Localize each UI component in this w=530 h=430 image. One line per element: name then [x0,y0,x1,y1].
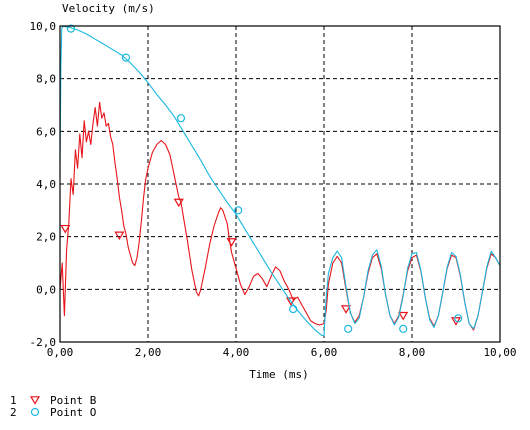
y-tick-label: 2,0 [36,231,56,244]
legend-marker [30,407,40,417]
x-tick-label: 8,00 [399,346,426,359]
legend-index: 2 [10,406,17,419]
series-marker [398,311,409,321]
series-marker [454,314,463,323]
y-axis-label: Velocity (m/s) [62,2,155,15]
series-marker [234,206,243,215]
series-marker [226,238,237,247]
series-2 [59,24,501,336]
x-tick-label: 10,00 [483,346,516,359]
y-tick-label: 10,0 [30,20,57,33]
legend-index: 1 [10,394,17,407]
x-tick-label: 2,00 [135,346,162,359]
plot-series [59,24,501,336]
y-tick-label: 0,0 [36,283,56,296]
series-line [59,25,501,336]
series-marker [340,305,352,314]
y-tick-label: 6,0 [36,125,56,138]
series-marker [60,224,71,234]
series-line [59,101,501,331]
series-marker [121,53,131,62]
series-1 [59,101,501,331]
legend-label: Point B [50,394,97,407]
series-marker [114,231,125,241]
plot-frame [59,25,501,343]
axis-ticks: 0,00 2,00 4,00 6,00 8,00 10,00 -2,0 0,0 2,0 4,0 6,… [30,20,517,359]
series-marker [176,114,186,123]
series-marker [285,297,297,306]
legend-marker [29,396,41,405]
y-tick-label: -2,0 [30,336,57,349]
x-tick-label: 4,00 [223,346,250,359]
series-marker [66,24,76,33]
y-tick-label: 4,0 [36,178,56,191]
series-marker [289,304,298,314]
series-marker [344,324,353,333]
x-axis-label: Time (ms) [249,368,309,381]
series-marker [399,324,408,333]
y-tick-label: 8,0 [36,73,56,86]
x-tick-label: 0,00 [47,346,74,359]
legend: 1 Point B 2 Point O [10,394,97,419]
series-marker [173,198,184,208]
grid [60,26,500,342]
legend-label: Point O [50,406,96,419]
x-tick-label: 6,00 [311,346,338,359]
series-marker [450,317,462,326]
